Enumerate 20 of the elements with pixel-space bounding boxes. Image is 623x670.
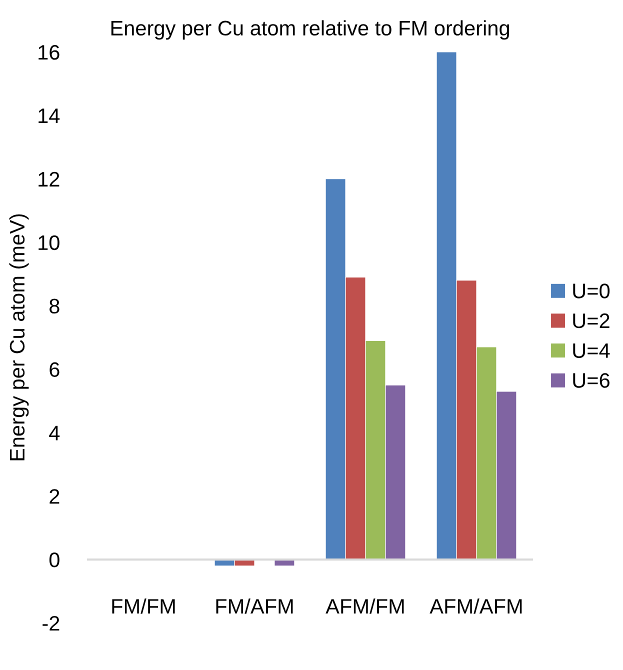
y-tick-label: 8 xyxy=(50,298,60,314)
y-tick-label: 10 xyxy=(38,235,60,250)
legend-label: U=6 xyxy=(573,373,610,388)
y-tick-label: 4 xyxy=(49,426,60,440)
x-tick-label: FM/FM xyxy=(112,598,175,614)
chart-title: Energy per Cu atom relative to FM ordering xyxy=(111,20,509,40)
legend-label: U=2 xyxy=(573,313,610,328)
x-tick-label: AFM/AFM xyxy=(430,598,522,614)
y-tick-label: -2 xyxy=(42,616,60,631)
y-tick-label: 12 xyxy=(38,172,60,186)
y-tick-label: 16 xyxy=(38,45,60,60)
y-tick-label: 6 xyxy=(50,362,60,377)
x-tick-label: FM/AFM xyxy=(216,598,293,614)
legend-label: U=4 xyxy=(573,343,610,358)
legend-label: U=0 xyxy=(573,284,610,298)
y-tick-label: 14 xyxy=(38,108,60,123)
y-tick-label: 0 xyxy=(49,552,60,568)
y-axis-title: Energy per Cu atom (meV) xyxy=(9,214,29,460)
y-tick-label: 2 xyxy=(50,489,60,504)
x-tick-label: AFM/FM xyxy=(326,598,404,614)
